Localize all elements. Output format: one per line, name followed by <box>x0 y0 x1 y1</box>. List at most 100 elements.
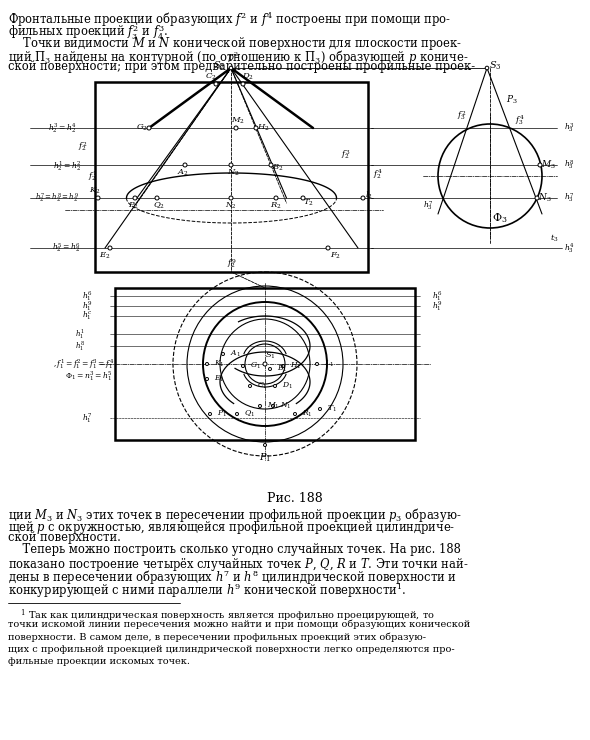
Text: $l_2$: $l_2$ <box>365 189 373 201</box>
Circle shape <box>258 405 261 408</box>
Circle shape <box>269 163 273 167</box>
Text: $E_1$: $E_1$ <box>214 374 224 384</box>
Circle shape <box>254 126 258 130</box>
Circle shape <box>214 82 218 86</box>
Text: $h_2^1=h_2^2$: $h_2^1=h_2^2$ <box>53 158 81 172</box>
Circle shape <box>241 82 245 86</box>
Circle shape <box>263 362 267 366</box>
Text: $h_1^6$: $h_1^6$ <box>81 289 92 303</box>
Text: $Q_1$: $Q_1$ <box>244 409 255 419</box>
Text: $G_2$: $G_2$ <box>136 123 148 133</box>
Text: $N_2$: $N_2$ <box>227 168 240 178</box>
Text: $f_3^2$: $f_3^2$ <box>457 110 467 123</box>
Text: показано построение четырёх случайных точек $P$, $Q$, $R$ и $T$. Эти точки най-: показано построение четырёх случайных то… <box>8 556 468 573</box>
Circle shape <box>274 196 278 200</box>
Circle shape <box>221 352 225 355</box>
Text: фильных проекций $f^2_3$ и $f^3_4$.: фильных проекций $f^2_3$ и $f^3_4$. <box>8 22 169 42</box>
Text: конкурирующей с ними параллели $h^9$ конической поверхности$^1$.: конкурирующей с ними параллели $h^9$ кон… <box>8 581 407 600</box>
Text: $H_2$: $H_2$ <box>257 123 269 133</box>
Text: $G_1$: $G_1$ <box>250 361 261 371</box>
Circle shape <box>316 363 319 366</box>
Text: $,f_1^1=f_1^2=f_1^3=f_1^4$: $,f_1^1=f_1^2=f_1^3=f_1^4$ <box>53 357 114 371</box>
Circle shape <box>538 163 542 167</box>
Text: $f_2^9$: $f_2^9$ <box>227 258 237 271</box>
Text: $h_3^8$: $h_3^8$ <box>564 158 575 172</box>
Circle shape <box>229 196 233 200</box>
Text: ской поверхности.: ской поверхности. <box>8 531 121 544</box>
Circle shape <box>133 196 137 200</box>
Text: $T_1$: $T_1$ <box>327 404 337 414</box>
Text: щих с профильной проекцией цилиндрической поверхности легко определяются про-: щих с профильной проекцией цилиндрическо… <box>8 645 455 653</box>
Text: $f_2^2$: $f_2^2$ <box>78 141 88 154</box>
Text: $M_2$: $M_2$ <box>231 116 245 126</box>
Circle shape <box>248 385 251 388</box>
Text: $h_3^7$: $h_3^7$ <box>564 192 575 205</box>
Text: Рис. 188: Рис. 188 <box>267 492 323 505</box>
Circle shape <box>96 196 100 200</box>
Circle shape <box>205 363 208 366</box>
Text: $R_1$: $R_1$ <box>302 409 313 419</box>
Text: $B_1$: $B_1$ <box>277 364 287 374</box>
Text: $L_1$: $L_1$ <box>324 359 334 369</box>
Circle shape <box>268 368 271 371</box>
Text: $h_1^7$: $h_1^7$ <box>82 411 92 425</box>
Circle shape <box>229 66 233 70</box>
Text: $N_3$: $N_3$ <box>538 192 552 204</box>
Text: $M_3$: $M_3$ <box>540 159 555 171</box>
Circle shape <box>485 66 489 70</box>
Text: $P_2$: $P_2$ <box>127 201 139 211</box>
Circle shape <box>155 196 159 200</box>
Text: $Q_2$: $Q_2$ <box>153 201 165 211</box>
Text: $A_1$: $A_1$ <box>230 349 241 359</box>
Text: $D_2$: $D_2$ <box>242 72 254 82</box>
Circle shape <box>234 126 238 130</box>
Text: $K_1$: $K_1$ <box>214 359 225 369</box>
Circle shape <box>293 412 297 415</box>
Text: $F_2$: $F_2$ <box>330 251 342 261</box>
Text: $P_1$: $P_1$ <box>259 451 271 464</box>
Text: $P_3$: $P_3$ <box>506 94 518 107</box>
Circle shape <box>274 385 277 388</box>
Text: $f_2^3$: $f_2^3$ <box>341 148 350 161</box>
Text: $S_2$: $S_2$ <box>213 60 225 73</box>
Circle shape <box>281 365 284 368</box>
Text: поверхности. В самом деле, в пересечении профильных проекций этих образую-: поверхности. В самом деле, в пересечении… <box>8 632 426 642</box>
Text: фильные проекции искомых точек.: фильные проекции искомых точек. <box>8 657 190 666</box>
Text: $^1$ Так как цилиндрическая поверхность является профильно проецирующей, то: $^1$ Так как цилиндрическая поверхность … <box>8 607 435 624</box>
Text: точки искомой линии пересечения можно найти и при помощи образующих конической: точки искомой линии пересечения можно на… <box>8 619 470 629</box>
Circle shape <box>361 196 365 200</box>
Text: $C_1$: $C_1$ <box>257 381 268 391</box>
Circle shape <box>208 412 211 415</box>
Circle shape <box>301 196 305 200</box>
Text: $f_3^4$: $f_3^4$ <box>515 113 525 127</box>
Text: $\Phi_1=n_1^3=h_1^5$: $\Phi_1=n_1^3=h_1^5$ <box>65 369 113 383</box>
Text: $h_1^9$: $h_1^9$ <box>432 299 442 313</box>
Circle shape <box>271 405 274 408</box>
Text: ции $M_3$ и $N_3$ этих точек в пересечении профильной проекции $p_3$ образую-: ции $M_3$ и $N_3$ этих точек в пересечен… <box>8 506 461 524</box>
Text: $H_1$: $H_1$ <box>290 361 301 371</box>
Text: $P_1$: $P_1$ <box>217 409 227 419</box>
Text: $S_3$: $S_3$ <box>489 60 502 73</box>
Text: $h_2^7=h_2^8=h_2^9$: $h_2^7=h_2^8=h_2^9$ <box>35 192 79 205</box>
Text: Точки видимости $M$ и $N$ конической поверхности для плоскости проек-: Точки видимости $M$ и $N$ конической пов… <box>8 35 462 52</box>
Text: $h_3^3$: $h_3^3$ <box>564 121 575 135</box>
Text: Теперь можно построить сколько угодно случайных точек. На рис. 188: Теперь можно построить сколько угодно сл… <box>8 543 461 556</box>
Text: $h_3^7$: $h_3^7$ <box>423 199 433 212</box>
Circle shape <box>535 196 539 200</box>
Text: $C_2$: $C_2$ <box>205 72 217 82</box>
Text: $D_1$: $D_1$ <box>282 381 293 391</box>
Text: $h_3^4$: $h_3^4$ <box>564 241 575 255</box>
Circle shape <box>183 163 187 167</box>
Circle shape <box>241 365 244 368</box>
Text: $N_2$: $N_2$ <box>225 201 237 211</box>
Text: ской поверхности; при этом предварительно построены профильные проек-: ской поверхности; при этом предварительн… <box>8 60 475 73</box>
Text: $t_3$: $t_3$ <box>550 232 558 243</box>
Text: $A_2$: $A_2$ <box>177 168 189 178</box>
Circle shape <box>147 126 151 130</box>
Circle shape <box>319 408 322 411</box>
Circle shape <box>264 443 267 446</box>
Bar <box>95 82 368 272</box>
Text: $E_2$: $E_2$ <box>99 251 111 261</box>
Text: $h_1^c$: $h_1^c$ <box>82 310 92 322</box>
Text: $R_2$: $R_2$ <box>270 201 282 211</box>
